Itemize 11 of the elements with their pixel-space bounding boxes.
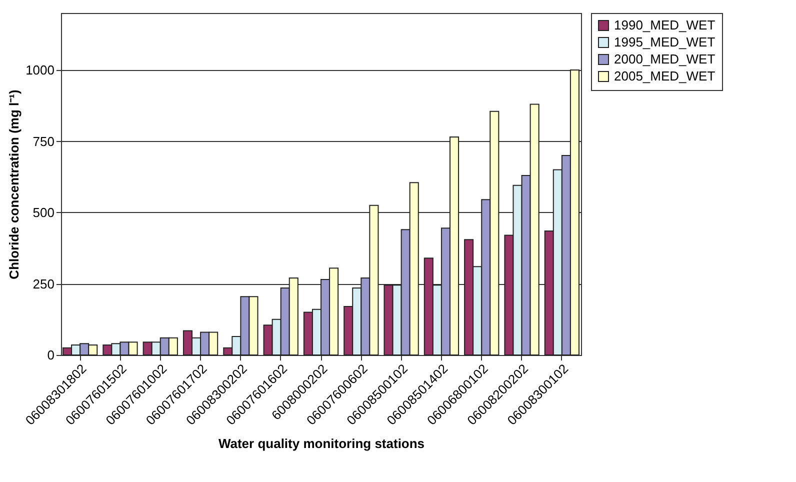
y-tick-label: 750 <box>32 134 54 149</box>
legend-label: 1995_MED_WET <box>614 34 716 50</box>
legend-label: 2005_MED_WET <box>614 68 716 84</box>
legend-label: 1990_MED_WET <box>614 18 716 32</box>
y-tick-label: 0 <box>47 348 54 362</box>
y-tick-label: 500 <box>32 205 54 220</box>
legend-label: 2000_MED_WET <box>614 52 716 66</box>
y-tick-label: 250 <box>32 276 54 292</box>
y-axis-title: Chloride concentration (mg l⁻¹) <box>6 90 22 280</box>
x-axis-title: Water quality monitoring stations <box>218 436 425 451</box>
y-tick-label: 1000 <box>26 62 54 78</box>
